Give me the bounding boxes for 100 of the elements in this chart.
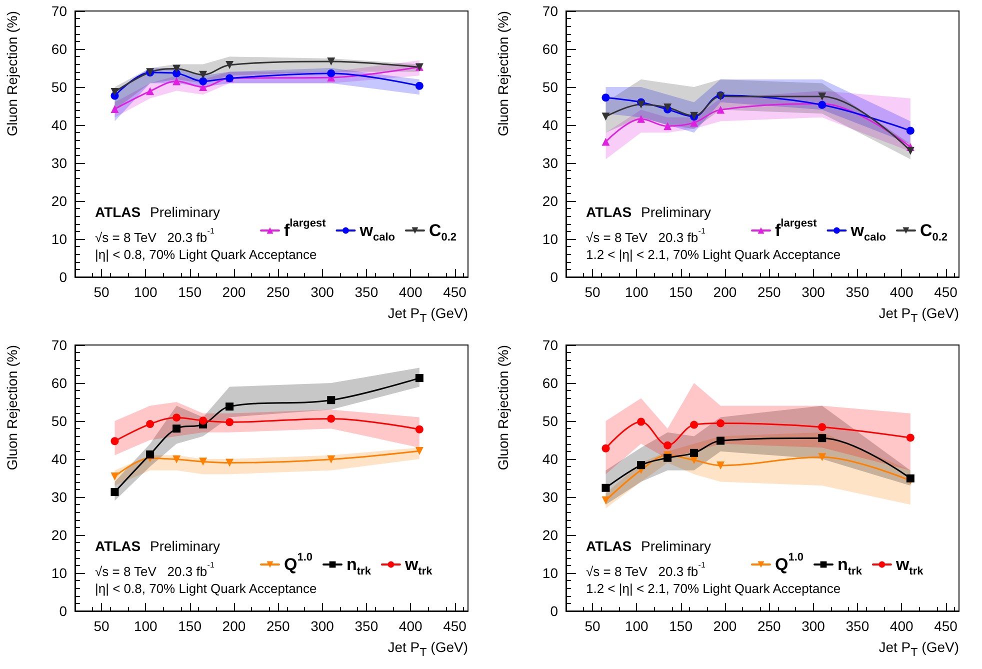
point — [690, 420, 698, 429]
y-tick-label: 40 — [51, 451, 68, 467]
y-tick-label: 0 — [59, 603, 68, 619]
y-tick-label: 70 — [51, 337, 68, 353]
x-tick-label: 300 — [802, 618, 826, 634]
point — [602, 496, 610, 504]
y-axis-title: Gluon Rejection (%) — [4, 345, 20, 470]
x-tick-label: 400 — [398, 618, 422, 634]
y-tick-label: 70 — [542, 337, 558, 353]
x-tick-label: 350 — [846, 618, 870, 634]
point — [602, 94, 610, 102]
point — [327, 455, 336, 464]
y-tick-label: 60 — [542, 375, 558, 391]
point — [906, 146, 914, 155]
x-tick-label: 300 — [802, 284, 826, 300]
x-tick-label: 200 — [713, 284, 737, 300]
point — [110, 88, 119, 96]
point — [199, 77, 208, 86]
annotation: ATLAS — [586, 538, 632, 554]
point — [199, 458, 208, 466]
point — [637, 461, 646, 470]
y-tick-label: 50 — [51, 413, 68, 429]
x-tick-label: 300 — [310, 618, 334, 634]
point — [110, 437, 119, 446]
x-tick-label: 450 — [443, 284, 467, 300]
x-tick-label: 350 — [354, 618, 378, 634]
point — [110, 105, 119, 114]
x-tick-label: 350 — [354, 284, 378, 300]
point — [602, 444, 610, 452]
annotation: |η| < 0.8, 70% Light Quark Acceptance — [95, 581, 317, 596]
point — [602, 484, 610, 492]
y-tick-label: 10 — [51, 231, 68, 247]
y-tick-label: 10 — [51, 565, 68, 581]
x-tick-label: 400 — [890, 284, 914, 300]
x-tick-label: 150 — [178, 618, 202, 634]
x-tick-label: 400 — [398, 284, 422, 300]
y-tick-label: 40 — [51, 117, 68, 133]
y-tick-label: 30 — [542, 489, 558, 505]
x-axis-title: Jet P$_{T}$ (GeV) — [878, 304, 959, 327]
annotation: |η| < 0.8, 70% Light Quark Acceptance — [95, 247, 317, 262]
y-tick-label: 0 — [550, 603, 558, 619]
point — [110, 472, 119, 480]
x-tick-label: 450 — [443, 618, 467, 634]
point — [716, 461, 725, 470]
x-tick-label: 100 — [134, 618, 158, 634]
y-tick-label: 10 — [542, 231, 558, 247]
y-tick-label: 30 — [542, 155, 558, 171]
annotation: ATLAS — [95, 538, 141, 554]
annotation: Preliminary — [641, 538, 712, 554]
x-axis-title: Jet P$_{T}$ (GeV) — [388, 304, 468, 327]
point — [226, 418, 234, 426]
point — [906, 474, 914, 482]
point — [146, 87, 154, 96]
point — [327, 69, 336, 78]
point — [199, 416, 208, 425]
x-tick-label: 50 — [584, 284, 600, 300]
point — [818, 423, 826, 432]
x-tick-label: 400 — [890, 618, 914, 634]
y-tick-label: 60 — [51, 375, 68, 391]
point — [226, 402, 234, 411]
point — [327, 414, 336, 423]
annotation: Preliminary — [150, 204, 220, 220]
x-tick-label: 350 — [846, 284, 870, 300]
y-tick-label: 20 — [542, 527, 558, 543]
x-tick-label: 150 — [669, 284, 693, 300]
x-axis-title: Jet P$_{T}$ (GeV) — [878, 638, 959, 661]
x-tick-label: 300 — [310, 284, 334, 300]
y-tick-label: 10 — [542, 565, 558, 581]
y-tick-label: 50 — [542, 413, 558, 429]
annotation: ATLAS — [95, 204, 141, 220]
point — [818, 92, 826, 100]
x-tick-label: 50 — [584, 618, 600, 634]
point — [172, 424, 181, 433]
point — [146, 450, 154, 458]
y-tick-label: 20 — [51, 193, 68, 209]
point — [226, 60, 234, 69]
point — [172, 64, 181, 73]
y-tick-label: 70 — [51, 3, 68, 19]
x-tick-label: 250 — [757, 618, 782, 634]
point — [906, 126, 914, 135]
x-tick-label: 250 — [266, 284, 290, 300]
point — [637, 418, 646, 426]
point — [172, 455, 181, 464]
point — [327, 396, 336, 404]
y-axis-title: Gluon Rejection (%) — [4, 11, 20, 136]
annotation: 1.2 < |η| < 2.1, 70% Light Quark Acceptance — [586, 247, 841, 262]
x-tick-label: 100 — [624, 284, 649, 300]
point — [199, 70, 208, 79]
point — [146, 420, 154, 428]
y-tick-label: 0 — [59, 269, 68, 285]
x-tick-label: 100 — [134, 284, 158, 300]
y-axis-title: Gluon Rejection (%) — [495, 345, 511, 470]
point — [602, 112, 610, 121]
y-tick-label: 60 — [51, 41, 68, 57]
x-tick-label: 150 — [669, 618, 693, 634]
point — [664, 441, 672, 450]
y-axis-title: Gluon Rejection (%) — [495, 11, 511, 136]
x-tick-label: 100 — [624, 618, 649, 634]
point — [716, 419, 725, 428]
y-tick-label: 70 — [542, 3, 558, 19]
